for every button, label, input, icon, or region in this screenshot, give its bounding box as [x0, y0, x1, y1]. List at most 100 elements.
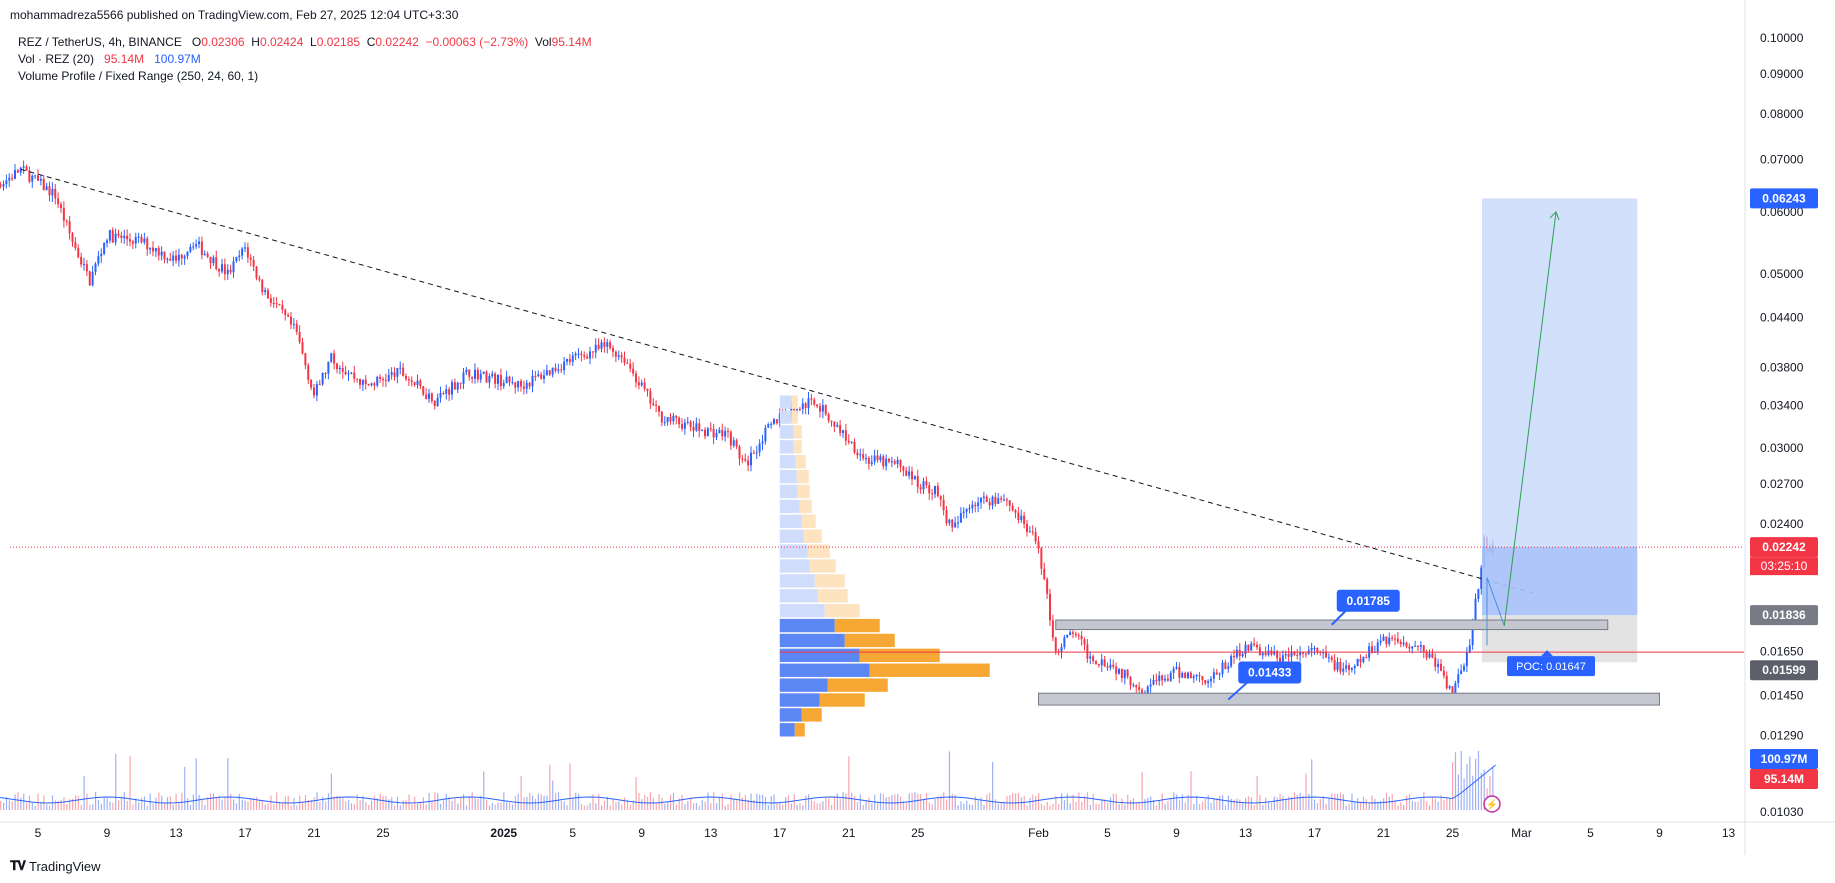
volume-bar	[782, 804, 784, 810]
open-label: O	[191, 35, 202, 49]
candle-body	[1408, 646, 1411, 649]
candle-body	[591, 351, 594, 353]
candle-body	[1155, 679, 1158, 682]
candle-body	[652, 403, 655, 405]
candle-body	[856, 452, 859, 456]
candle-body	[1244, 644, 1247, 654]
volume-bar	[256, 797, 258, 810]
volume-bar	[425, 804, 427, 810]
resistance-box[interactable]	[1055, 619, 1609, 631]
descending-trendline[interactable]	[20, 168, 1539, 596]
volume-bar	[813, 801, 815, 810]
volume-bar	[253, 798, 255, 810]
candle-body	[410, 380, 413, 383]
level-callout-01433-box[interactable]	[1238, 661, 1302, 684]
candle-body	[761, 441, 764, 444]
candle-body	[474, 369, 476, 379]
candle-body	[816, 404, 819, 407]
volume-profile-label: Volume Profile / Fixed Range (250, 24, 6…	[18, 69, 259, 83]
volume-bar	[1155, 805, 1158, 810]
volume-bar	[1124, 804, 1126, 810]
candle-body	[304, 353, 307, 366]
candle-body	[1376, 642, 1379, 652]
volume-bar	[106, 798, 108, 810]
volume-bar	[1314, 799, 1316, 810]
candle-body	[698, 423, 701, 432]
volume-bar	[440, 803, 442, 810]
volume-bar	[1000, 802, 1002, 810]
level-callout-01785-box[interactable]	[1336, 589, 1400, 612]
long-position-target-zone[interactable]	[1482, 198, 1638, 616]
candle-body	[899, 460, 902, 467]
volume-bar	[302, 802, 304, 810]
volume-profile-up-bar	[779, 589, 818, 603]
poc-label-box[interactable]	[1507, 656, 1595, 677]
volume-bar	[1213, 798, 1215, 810]
candle-body	[413, 382, 416, 385]
candle-body	[442, 393, 445, 395]
volume-bar	[943, 792, 945, 810]
candle-body	[1138, 687, 1141, 690]
volume-bar	[1187, 794, 1189, 810]
stop-price-tag: 0.01599	[1762, 663, 1806, 677]
candle-body	[715, 433, 718, 438]
candle-body	[554, 367, 557, 371]
candle-body	[793, 405, 796, 413]
candle-body	[499, 374, 502, 387]
volume-profile-up-bar	[779, 559, 810, 573]
volume-bar	[1273, 796, 1275, 810]
candle-body	[62, 207, 65, 221]
candle-body	[721, 429, 724, 437]
candle-body	[962, 511, 965, 514]
volume-bar	[1391, 794, 1393, 810]
volume-bar	[434, 792, 436, 810]
volume-bar	[264, 804, 266, 810]
support-box[interactable]	[1038, 692, 1660, 706]
candle-body	[1233, 655, 1235, 658]
volume-bar	[946, 799, 948, 810]
candle-body	[399, 367, 402, 369]
volume-bar	[307, 800, 309, 810]
candle-body	[821, 405, 824, 412]
candle-body	[1460, 670, 1463, 675]
volume-profile-up-bar	[779, 663, 870, 677]
candle-body	[114, 233, 117, 243]
candle-body	[356, 378, 359, 380]
volume-profile-down-bar	[809, 559, 836, 573]
lightning-icon[interactable]	[1483, 795, 1501, 813]
candle-body	[1247, 644, 1250, 651]
volume-bar	[394, 805, 396, 810]
volume-bar	[1132, 798, 1135, 810]
candle-body	[850, 441, 853, 443]
price-legend[interactable]: REZ / TetherUS, 4h, BINANCE O0.02306 H0.…	[18, 34, 592, 51]
volume-indicator-legend[interactable]: Vol · REZ (20) 95.14M 100.97M	[18, 51, 592, 68]
volume-bar	[845, 793, 847, 810]
volume-bar	[1224, 805, 1227, 810]
candle-body	[1296, 654, 1299, 656]
candle-body	[514, 382, 517, 388]
candle-body	[870, 461, 873, 464]
volume-bar	[865, 801, 867, 810]
volume-bar	[235, 803, 238, 810]
volume-bar	[491, 803, 493, 810]
volume-profile-legend[interactable]: Volume Profile / Fixed Range (250, 24, 6…	[18, 68, 592, 85]
candle-body	[45, 186, 48, 191]
volume-profile-up-bar	[779, 410, 792, 424]
volume-profile-down-bar	[859, 648, 940, 663]
volume-bar	[322, 796, 324, 810]
volume-bar	[442, 800, 445, 810]
candle-body	[324, 373, 327, 375]
volume-bar	[1279, 793, 1281, 810]
volume-bar	[37, 793, 39, 810]
candle-body	[315, 384, 318, 396]
candle-body	[129, 239, 131, 242]
candle-body	[571, 355, 574, 362]
volume-bar	[207, 797, 209, 810]
chart-canvas[interactable]: 0.10000 0.09000 0.08000 0.07000 0.06000 0.050…	[0, 0, 1835, 855]
candle-body	[1356, 658, 1359, 667]
candle-body	[200, 241, 203, 255]
volume-bar	[0, 800, 2, 810]
volume-bar	[621, 804, 623, 810]
candle-body	[497, 374, 499, 384]
candle-body	[865, 457, 867, 459]
